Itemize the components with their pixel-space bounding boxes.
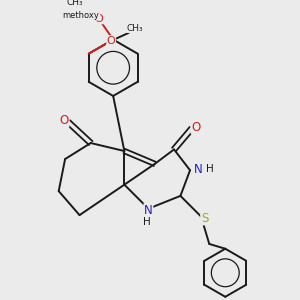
Text: O: O <box>59 114 69 127</box>
Text: O: O <box>107 36 116 46</box>
Text: O: O <box>191 121 200 134</box>
Text: N: N <box>144 204 153 217</box>
Text: H: H <box>143 217 151 227</box>
Text: CH₃: CH₃ <box>66 0 83 7</box>
Text: H: H <box>206 164 214 174</box>
Text: S: S <box>201 212 208 225</box>
Text: N: N <box>194 163 203 176</box>
Text: CH₃: CH₃ <box>127 23 143 32</box>
Text: O: O <box>94 14 103 24</box>
Text: methoxy: methoxy <box>63 11 100 20</box>
